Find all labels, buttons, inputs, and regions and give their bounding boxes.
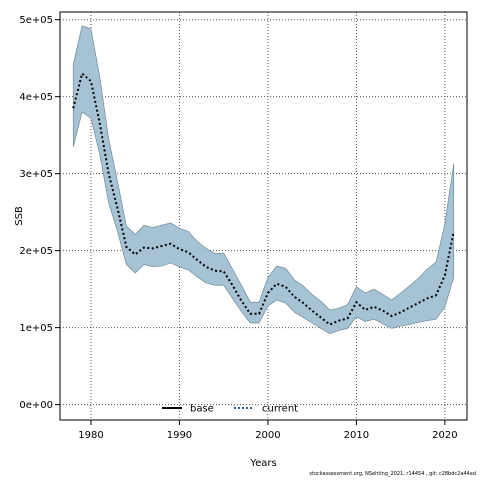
x-axis: 1980 1990 2000 2010 2020 bbox=[78, 420, 458, 441]
legend-current-label: current bbox=[262, 404, 298, 415]
x-axis-title: Years bbox=[249, 458, 276, 469]
grid-lines bbox=[60, 12, 467, 420]
legend: base current bbox=[162, 404, 298, 415]
y-axis-title: SSB bbox=[14, 206, 25, 226]
x-tick-label: 2020 bbox=[432, 430, 457, 441]
x-tick-label: 2000 bbox=[255, 430, 280, 441]
ssb-line-current bbox=[72, 71, 455, 326]
y-tick-label: 2e+05 bbox=[19, 246, 53, 257]
footer-credit: stockassessment.org, NSehting_2021, r144… bbox=[309, 471, 476, 477]
y-tick-label: 1e+05 bbox=[19, 323, 53, 334]
x-tick-label: 2010 bbox=[344, 430, 369, 441]
confidence-band bbox=[72, 25, 455, 335]
y-tick-label: 3e+05 bbox=[19, 169, 53, 180]
y-axis: 0e+00 1e+05 2e+05 3e+05 4e+05 5e+05 bbox=[19, 15, 60, 411]
y-tick-label: 4e+05 bbox=[19, 92, 53, 103]
x-tick-label: 1990 bbox=[167, 430, 192, 441]
legend-base-label: base bbox=[190, 404, 214, 415]
y-tick-label: 0e+00 bbox=[19, 400, 53, 411]
x-tick-label: 1980 bbox=[78, 430, 103, 441]
plot-frame bbox=[59, 11, 468, 421]
y-tick-label: 5e+05 bbox=[19, 15, 53, 26]
